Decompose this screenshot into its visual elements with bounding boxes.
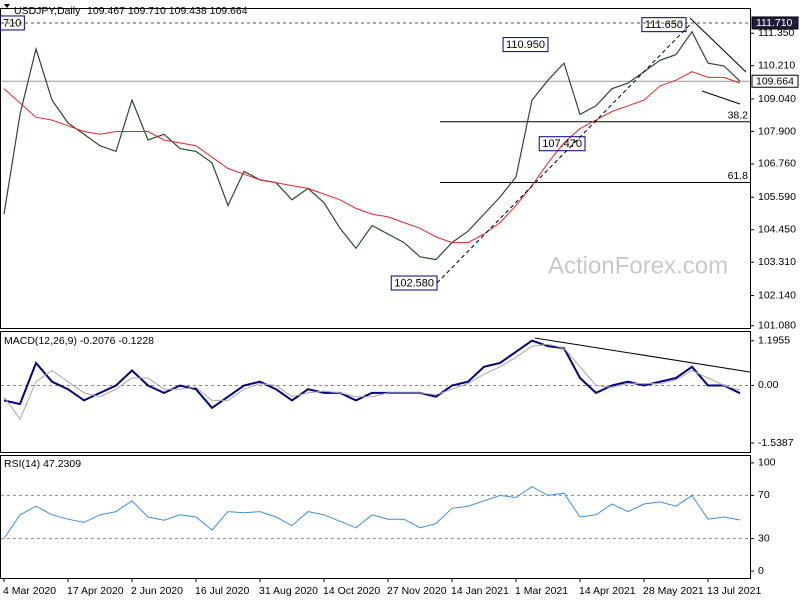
annotation-box xyxy=(502,37,549,53)
watermark: ActionForex.com xyxy=(548,252,728,279)
trend-line xyxy=(436,24,691,284)
y-tick-label: 109.040 xyxy=(758,93,796,105)
x-tick-label: 31 Aug 2020 xyxy=(259,585,318,597)
annotation-label: 102.580 xyxy=(394,277,434,289)
macd-title: MACD(12,26,9) -0.2076 -0.1228 xyxy=(4,335,154,347)
trend-line xyxy=(689,17,747,73)
series-line xyxy=(3,71,741,244)
trend-line xyxy=(701,90,741,105)
rsi-title: RSI(14) 47.2309 xyxy=(4,458,81,470)
series-line xyxy=(3,30,741,261)
x-tick-label: 13 Jul 2021 xyxy=(707,585,761,597)
price-panel xyxy=(0,8,751,329)
y-tick-label: 102.140 xyxy=(758,289,796,301)
fib-label: 61.8 xyxy=(728,170,749,182)
y-tick-label: 110.210 xyxy=(758,59,795,71)
x-tick-label: 14 Jan 2021 xyxy=(451,585,509,597)
y-tick-label: -1.5387 xyxy=(758,437,794,449)
y-tick-label: 1.1955 xyxy=(758,335,790,347)
x-tick-label: 17 Apr 2020 xyxy=(67,585,124,597)
y-tick-label: 100 xyxy=(758,457,776,469)
x-tick-label: 16 Jul 2020 xyxy=(195,585,249,597)
rsi-panel xyxy=(0,455,751,579)
y-tick-label: 111.350 xyxy=(758,27,795,39)
series-line xyxy=(3,339,741,410)
price-label-box xyxy=(751,74,799,88)
y-tick-label: 0.00 xyxy=(758,379,779,391)
x-tick-label: 1 Mar 2021 xyxy=(515,585,568,597)
macd-panel xyxy=(0,331,751,453)
annotation-label: 107.470 xyxy=(542,138,582,150)
price-label: 111.710 xyxy=(756,17,793,29)
y-tick-label: 103.310 xyxy=(758,256,796,268)
annotation-box xyxy=(0,15,25,31)
y-tick-label: 104.450 xyxy=(758,224,796,236)
price-label-box xyxy=(751,16,799,30)
x-tick-label: 4 Mar 2020 xyxy=(3,585,56,597)
x-tick-label: 14 Oct 2020 xyxy=(323,585,380,597)
y-tick-label: 0 xyxy=(758,565,764,577)
ohlc-readout: 109.467 109.710 109.438 109.664 xyxy=(87,5,248,17)
y-tick-label: 106.760 xyxy=(758,158,796,170)
y-tick-label: 107.900 xyxy=(758,125,796,137)
y-tick-label: 105.590 xyxy=(758,191,796,203)
annotation-box xyxy=(641,17,687,33)
y-tick-label: 101.080 xyxy=(758,320,796,332)
x-tick-label: 14 Apr 2021 xyxy=(579,585,636,597)
x-tick-label: 28 May 2021 xyxy=(643,585,704,597)
annotation-label: 111.650 xyxy=(645,19,683,31)
annotation-label: 110.950 xyxy=(506,39,545,51)
series-line xyxy=(3,343,741,421)
x-tick-label: 27 Nov 2020 xyxy=(387,585,447,597)
series-line xyxy=(3,486,741,539)
macd-trend-line xyxy=(534,337,751,373)
x-tick-label: 2 Jun 2020 xyxy=(131,585,183,597)
annotation-label: 710 xyxy=(3,17,21,29)
y-tick-label: 30 xyxy=(758,532,770,544)
menu-arrow xyxy=(4,4,10,8)
annotation-box xyxy=(538,136,586,152)
y-tick-label: 70 xyxy=(758,489,770,501)
chart-title: USDJPY,Daily xyxy=(14,5,81,17)
price-label: 109.664 xyxy=(756,76,794,88)
fib-label: 38.2 xyxy=(728,110,749,122)
